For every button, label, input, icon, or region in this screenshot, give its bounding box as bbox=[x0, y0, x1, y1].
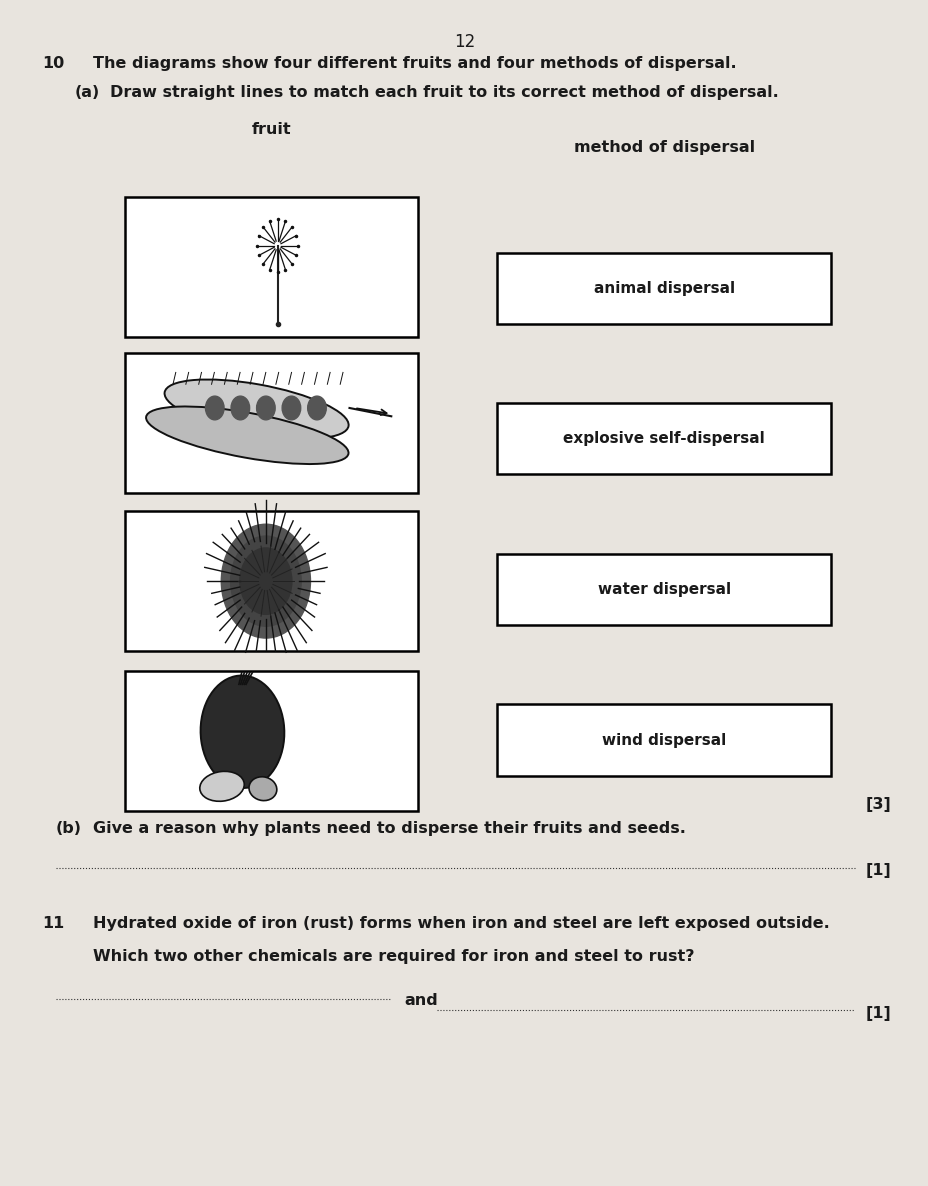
Circle shape bbox=[307, 396, 326, 420]
Text: Hydrated oxide of iron (rust) forms when iron and steel are left exposed outside: Hydrated oxide of iron (rust) forms when… bbox=[93, 916, 829, 931]
FancyBboxPatch shape bbox=[125, 511, 418, 651]
FancyBboxPatch shape bbox=[496, 554, 831, 625]
Ellipse shape bbox=[200, 771, 244, 802]
Text: explosive self-dispersal: explosive self-dispersal bbox=[562, 432, 765, 446]
FancyBboxPatch shape bbox=[125, 671, 418, 811]
Text: [3]: [3] bbox=[865, 797, 891, 812]
Text: (a): (a) bbox=[74, 85, 99, 101]
Text: [1]: [1] bbox=[865, 1006, 891, 1021]
Text: 10: 10 bbox=[42, 56, 64, 71]
FancyBboxPatch shape bbox=[125, 197, 418, 337]
Circle shape bbox=[282, 396, 301, 420]
FancyBboxPatch shape bbox=[496, 403, 831, 474]
Ellipse shape bbox=[249, 777, 277, 801]
Text: [1]: [1] bbox=[865, 863, 891, 879]
Ellipse shape bbox=[164, 380, 348, 439]
Ellipse shape bbox=[146, 407, 348, 464]
Circle shape bbox=[230, 536, 301, 626]
Text: The diagrams show four different fruits and four methods of dispersal.: The diagrams show four different fruits … bbox=[93, 56, 736, 71]
FancyBboxPatch shape bbox=[496, 704, 831, 776]
Text: wind dispersal: wind dispersal bbox=[601, 733, 726, 747]
Ellipse shape bbox=[200, 676, 284, 788]
Text: fruit: fruit bbox=[251, 122, 291, 138]
Circle shape bbox=[239, 548, 291, 614]
Text: 11: 11 bbox=[42, 916, 64, 931]
Text: Which two other chemicals are required for iron and steel to rust?: Which two other chemicals are required f… bbox=[93, 949, 693, 964]
Circle shape bbox=[256, 396, 275, 420]
Text: method of dispersal: method of dispersal bbox=[574, 140, 754, 155]
FancyBboxPatch shape bbox=[125, 353, 418, 493]
Text: 12: 12 bbox=[454, 33, 474, 51]
Text: water dispersal: water dispersal bbox=[597, 582, 730, 597]
Text: Draw straight lines to match each fruit to its correct method of dispersal.: Draw straight lines to match each fruit … bbox=[110, 85, 778, 101]
Circle shape bbox=[221, 524, 310, 638]
Text: and: and bbox=[404, 993, 437, 1008]
Text: animal dispersal: animal dispersal bbox=[593, 281, 734, 295]
Circle shape bbox=[231, 396, 250, 420]
Text: Give a reason why plants need to disperse their fruits and seeds.: Give a reason why plants need to dispers… bbox=[93, 821, 685, 836]
FancyBboxPatch shape bbox=[496, 253, 831, 324]
Circle shape bbox=[205, 396, 224, 420]
Text: (b): (b) bbox=[56, 821, 82, 836]
